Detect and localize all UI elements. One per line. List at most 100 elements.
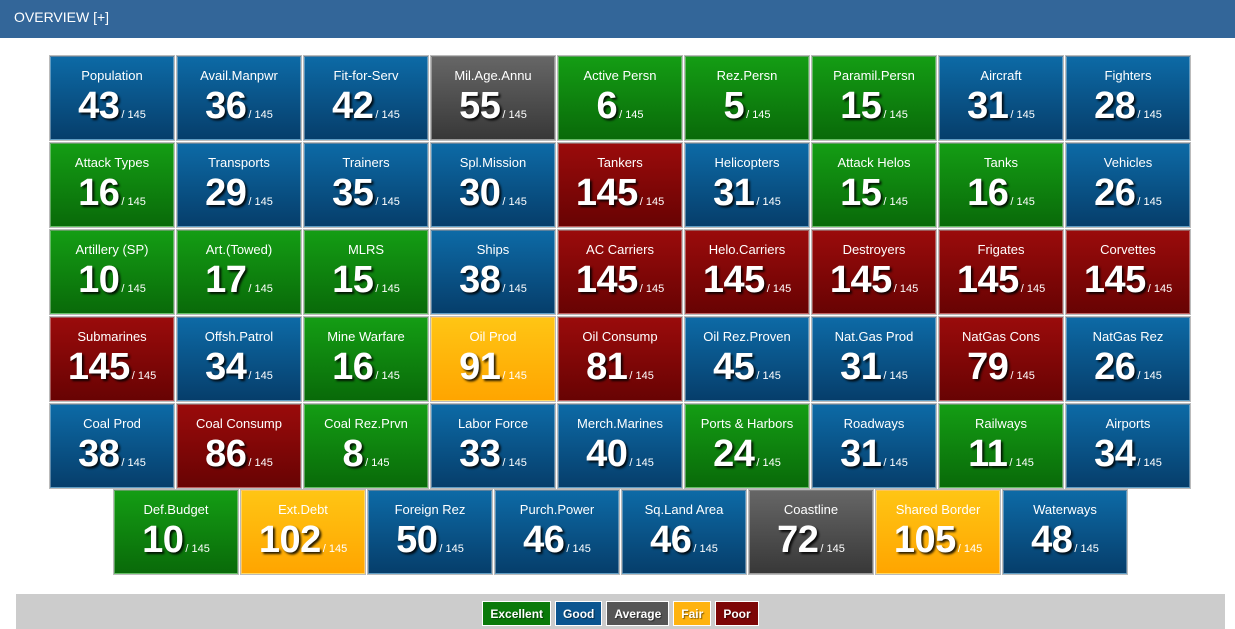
rank-value: 26 xyxy=(1094,172,1136,214)
rank-total: / 145 xyxy=(375,109,400,121)
stat-rank: 16/ 145 xyxy=(305,346,427,389)
stat-tile-oil-rez-proven[interactable]: Oil Rez.Proven 45/ 145 xyxy=(684,316,810,402)
stat-rank: 48/ 145 xyxy=(1004,519,1126,562)
stat-rank: 72/ 145 xyxy=(750,519,872,562)
overview-toggle[interactable]: OVERVIEW [+] xyxy=(14,9,110,25)
rank-value: 35 xyxy=(332,172,374,214)
stat-tile-oil-consump[interactable]: Oil Consump 81/ 145 xyxy=(557,316,683,402)
stat-tile-paramil-persn[interactable]: Paramil.Persn 15/ 145 xyxy=(811,55,937,141)
stat-tile-transports[interactable]: Transports 29/ 145 xyxy=(176,142,302,228)
stat-tile-active-persn[interactable]: Active Persn 6/ 145 xyxy=(557,55,683,141)
rank-total: / 145 xyxy=(248,370,273,382)
stat-label: Mine Warfare xyxy=(327,329,405,344)
stat-rank: 26/ 145 xyxy=(1067,346,1189,389)
stat-tile-artillery-sp[interactable]: Artillery (SP) 10/ 145 xyxy=(49,229,175,315)
stat-tile-offsh-patrol[interactable]: Offsh.Patrol 34/ 145 xyxy=(176,316,302,402)
legend-excellent: Excellent xyxy=(482,601,552,626)
stat-rank: 38/ 145 xyxy=(51,433,173,476)
stat-tile-nat-gas-prod[interactable]: Nat.Gas Prod 31/ 145 xyxy=(811,316,937,402)
stat-rank: 15/ 145 xyxy=(813,85,935,128)
rank-value: 34 xyxy=(205,346,247,388)
rank-total: / 145 xyxy=(883,196,908,208)
stat-tile-ships[interactable]: Ships 38/ 145 xyxy=(430,229,556,315)
stat-rank: 30/ 145 xyxy=(432,172,554,215)
stat-rank: 36/ 145 xyxy=(178,85,300,128)
rank-value: 10 xyxy=(78,259,120,301)
stat-tile-ext-debt[interactable]: Ext.Debt 102/ 145 xyxy=(240,489,366,575)
stat-label: Merch.Marines xyxy=(577,416,663,431)
rank-value: 55 xyxy=(459,85,501,127)
stat-tile-labor-force[interactable]: Labor Force 33/ 145 xyxy=(430,403,556,489)
stat-tile-fighters[interactable]: Fighters 28/ 145 xyxy=(1065,55,1191,141)
stat-rank: 29/ 145 xyxy=(178,172,300,215)
stat-tile-art-towed[interactable]: Art.(Towed) 17/ 145 xyxy=(176,229,302,315)
stat-tile-population[interactable]: Population 43/ 145 xyxy=(49,55,175,141)
stat-tile-helo-carriers[interactable]: Helo.Carriers 145/ 145 xyxy=(684,229,810,315)
stat-tile-aircraft[interactable]: Aircraft 31/ 145 xyxy=(938,55,1064,141)
stat-tile-coastline[interactable]: Coastline 72/ 145 xyxy=(748,489,874,575)
stat-tile-waterways[interactable]: Waterways 48/ 145 xyxy=(1002,489,1128,575)
stat-tile-coal-rez-prvn[interactable]: Coal Rez.Prvn 8/ 145 xyxy=(303,403,429,489)
stat-rank: 81/ 145 xyxy=(559,346,681,389)
stat-tile-merch-marines[interactable]: Merch.Marines 40/ 145 xyxy=(557,403,683,489)
stat-tile-sq-land-area[interactable]: Sq.Land Area 46/ 145 xyxy=(621,489,747,575)
stat-tile-spl-mission[interactable]: Spl.Mission 30/ 145 xyxy=(430,142,556,228)
stat-tile-vehicles[interactable]: Vehicles 26/ 145 xyxy=(1065,142,1191,228)
rank-total: / 145 xyxy=(957,543,983,555)
stat-label: Purch.Power xyxy=(519,502,595,517)
stat-tile-trainers[interactable]: Trainers 35/ 145 xyxy=(303,142,429,228)
stat-tile-ac-carriers[interactable]: AC Carriers 145/ 145 xyxy=(557,229,683,315)
rank-total: / 145 xyxy=(756,370,781,382)
stat-rank: 16/ 145 xyxy=(51,172,173,215)
stat-tile-attack-types[interactable]: Attack Types 16/ 145 xyxy=(49,142,175,228)
rank-value: 38 xyxy=(459,259,501,301)
stat-rank: 15/ 145 xyxy=(305,259,427,302)
stat-rank: 26/ 145 xyxy=(1067,172,1189,215)
stat-tile-mil-age-annu[interactable]: Mil.Age.Annu 55/ 145 xyxy=(430,55,556,141)
rank-total: / 145 xyxy=(375,370,400,382)
stat-tile-tanks[interactable]: Tanks 16/ 145 xyxy=(938,142,1064,228)
legend-average: Average xyxy=(606,601,670,626)
rank-total: / 145 xyxy=(248,109,273,121)
stat-tile-ports-harbors[interactable]: Ports & Harbors 24/ 145 xyxy=(684,403,810,489)
stat-label: Foreign Rez xyxy=(394,502,466,517)
stat-tile-rez-persn[interactable]: Rez.Persn 5/ 145 xyxy=(684,55,810,141)
stat-tile-tankers[interactable]: Tankers 145/ 145 xyxy=(557,142,683,228)
stat-tile-def-budget[interactable]: Def.Budget 10/ 145 xyxy=(113,489,239,575)
stat-tile-natgas-cons[interactable]: NatGas Cons 79/ 145 xyxy=(938,316,1064,402)
stat-label: Active Persn xyxy=(583,68,657,83)
stat-tile-destroyers[interactable]: Destroyers 145/ 145 xyxy=(811,229,937,315)
stat-tile-helicopters[interactable]: Helicopters 31/ 145 xyxy=(684,142,810,228)
stat-tile-coal-consump[interactable]: Coal Consump 86/ 145 xyxy=(176,403,302,489)
stat-tile-oil-prod[interactable]: Oil Prod 91/ 145 xyxy=(430,316,556,402)
stat-tile-corvettes[interactable]: Corvettes 145/ 145 xyxy=(1065,229,1191,315)
stat-label: MLRS xyxy=(347,242,385,257)
stat-rank: 45/ 145 xyxy=(686,346,808,389)
stat-tile-mlrs[interactable]: MLRS 15/ 145 xyxy=(303,229,429,315)
rank-value: 145 xyxy=(1083,259,1146,301)
stat-tile-railways[interactable]: Railways 11/ 145 xyxy=(938,403,1064,489)
stat-tile-frigates[interactable]: Frigates 145/ 145 xyxy=(938,229,1064,315)
stat-tile-natgas-rez[interactable]: NatGas Rez 26/ 145 xyxy=(1065,316,1191,402)
stat-label: AC Carriers xyxy=(586,242,654,257)
stat-rank: 145/ 145 xyxy=(686,259,808,302)
stat-label: Tanks xyxy=(984,155,1018,170)
stat-tile-foreign-rez[interactable]: Foreign Rez 50/ 145 xyxy=(367,489,493,575)
stat-tile-purch-power[interactable]: Purch.Power 46/ 145 xyxy=(494,489,620,575)
stat-rank: 35/ 145 xyxy=(305,172,427,215)
stat-tile-shared-border[interactable]: Shared Border 105/ 145 xyxy=(875,489,1001,575)
stat-tile-roadways[interactable]: Roadways 31/ 145 xyxy=(811,403,937,489)
stat-label: Avail.Manpwr xyxy=(200,68,278,83)
rank-total: / 145 xyxy=(629,457,654,469)
rank-value: 81 xyxy=(586,346,628,388)
stat-tile-airports[interactable]: Airports 34/ 145 xyxy=(1065,403,1191,489)
stat-label: Ext.Debt xyxy=(278,502,328,517)
stat-tile-attack-helos[interactable]: Attack Helos 15/ 145 xyxy=(811,142,937,228)
stat-tile-fit-for-serv[interactable]: Fit-for-Serv 42/ 145 xyxy=(303,55,429,141)
stat-tile-avail-manpwr[interactable]: Avail.Manpwr 36/ 145 xyxy=(176,55,302,141)
rank-value: 86 xyxy=(205,433,247,475)
stat-tile-coal-prod[interactable]: Coal Prod 38/ 145 xyxy=(49,403,175,489)
rank-total: / 145 xyxy=(185,543,210,555)
stat-tile-mine-warfare[interactable]: Mine Warfare 16/ 145 xyxy=(303,316,429,402)
stat-tile-submarines[interactable]: Submarines 145/ 145 xyxy=(49,316,175,402)
